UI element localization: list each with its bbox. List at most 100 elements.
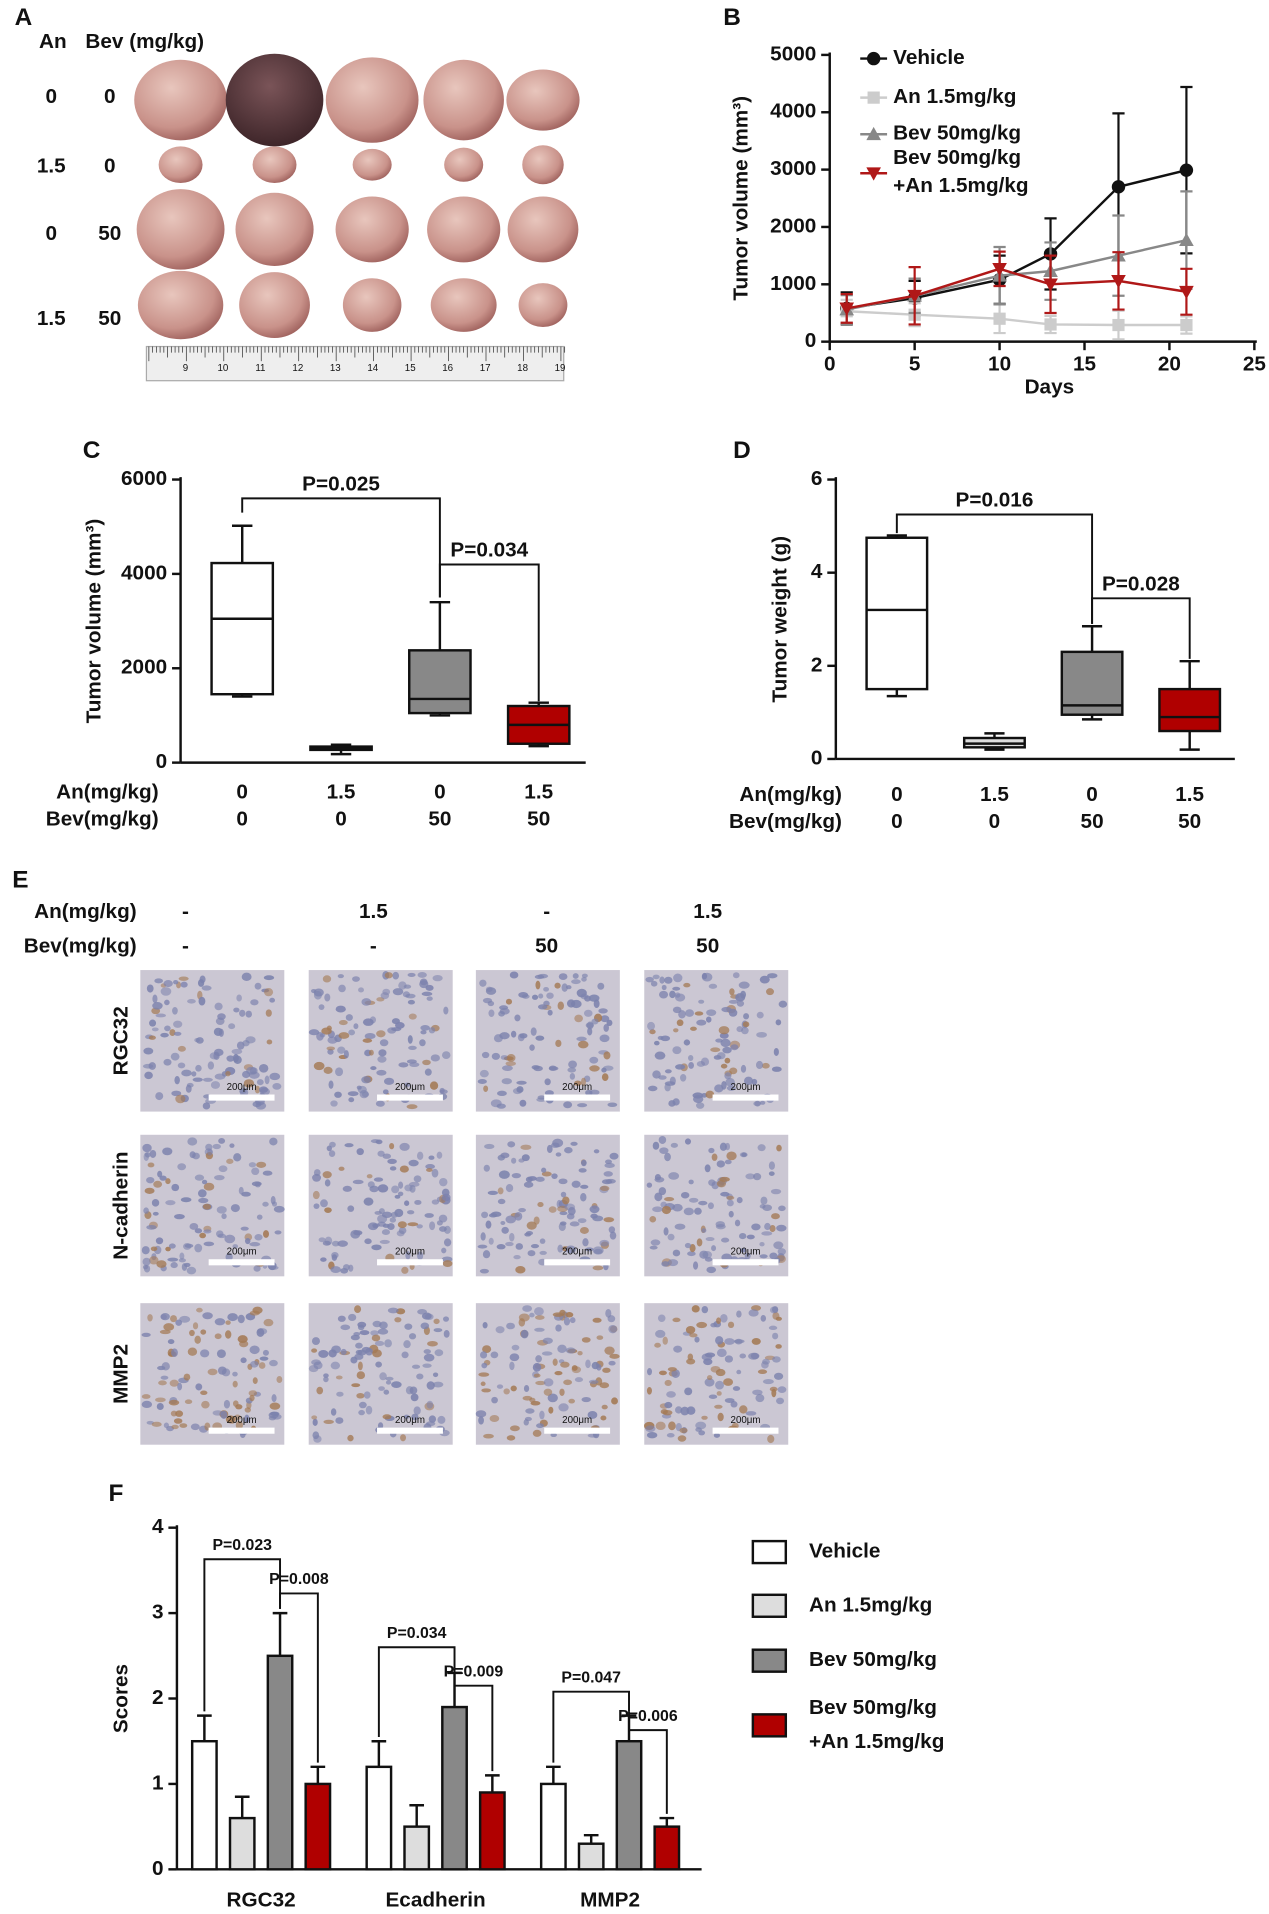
cell bbox=[755, 1394, 765, 1403]
cell bbox=[352, 976, 360, 982]
cell bbox=[672, 1203, 683, 1212]
cell bbox=[537, 1202, 544, 1208]
cell bbox=[378, 1049, 387, 1057]
cell bbox=[380, 992, 390, 1000]
cell bbox=[143, 1047, 154, 1055]
tumor bbox=[225, 53, 324, 147]
tumor bbox=[430, 278, 497, 332]
cell bbox=[505, 1061, 516, 1066]
cell bbox=[434, 1349, 444, 1357]
row-label: 50 bbox=[98, 307, 121, 330]
cell bbox=[263, 975, 275, 981]
cell bbox=[202, 1102, 211, 1110]
cell bbox=[194, 1335, 201, 1344]
x-tick-label: 25 bbox=[1243, 352, 1266, 375]
cell bbox=[652, 974, 660, 980]
cell bbox=[356, 1148, 364, 1156]
cell bbox=[675, 1064, 686, 1070]
cell bbox=[374, 1210, 382, 1215]
cell bbox=[214, 1174, 225, 1181]
cell bbox=[753, 1172, 762, 1181]
cell bbox=[338, 1020, 348, 1026]
cell bbox=[505, 998, 513, 1005]
tumor bbox=[518, 283, 568, 328]
cell bbox=[716, 1160, 726, 1168]
cell bbox=[689, 1333, 698, 1338]
cell bbox=[514, 1212, 523, 1221]
cell bbox=[409, 1185, 416, 1193]
cell bbox=[589, 1065, 600, 1072]
cell bbox=[721, 1080, 727, 1090]
marker bbox=[1111, 180, 1126, 194]
cell bbox=[351, 1383, 361, 1388]
cell bbox=[555, 1152, 562, 1157]
cell bbox=[518, 992, 529, 998]
cell bbox=[162, 1147, 173, 1156]
tumor bbox=[325, 57, 419, 143]
cell bbox=[548, 1206, 557, 1213]
cell bbox=[716, 1317, 722, 1324]
ruler-label: 14 bbox=[367, 363, 378, 374]
cell bbox=[326, 1145, 332, 1152]
cell bbox=[513, 1255, 521, 1260]
cell bbox=[426, 996, 433, 1001]
cell bbox=[598, 1008, 608, 1014]
cell bbox=[400, 1434, 407, 1442]
cell bbox=[195, 1383, 203, 1391]
cell bbox=[728, 999, 739, 1004]
marker bbox=[1179, 163, 1194, 177]
cell bbox=[551, 1173, 558, 1179]
cell bbox=[432, 1381, 444, 1388]
cell bbox=[401, 1266, 409, 1274]
error-bar bbox=[485, 1774, 500, 1793]
cell bbox=[773, 1372, 784, 1380]
cell bbox=[527, 1176, 538, 1181]
ruler-label: 18 bbox=[517, 363, 528, 374]
cell bbox=[679, 1427, 688, 1434]
legend-swatch bbox=[751, 1648, 788, 1673]
cell bbox=[168, 1399, 180, 1406]
cell bbox=[159, 1175, 167, 1181]
bar bbox=[304, 1782, 332, 1871]
cell bbox=[171, 1090, 182, 1097]
cell bbox=[340, 1348, 347, 1356]
cell bbox=[768, 1325, 778, 1331]
cell bbox=[350, 1229, 361, 1239]
cell bbox=[660, 1409, 668, 1415]
cell bbox=[262, 1349, 269, 1356]
cell bbox=[184, 1399, 193, 1404]
cell bbox=[522, 1305, 533, 1312]
cell bbox=[422, 1059, 431, 1066]
cell bbox=[199, 1232, 207, 1239]
x-tick-label: 0 bbox=[335, 807, 347, 830]
y-tick-label: 6 bbox=[811, 467, 823, 490]
cell bbox=[408, 1045, 417, 1051]
cell bbox=[533, 1373, 541, 1378]
scale-bar-label: 200μm bbox=[731, 1246, 761, 1257]
cell bbox=[543, 1378, 554, 1387]
cell bbox=[396, 1230, 405, 1237]
bracket bbox=[377, 1646, 456, 1737]
cell bbox=[692, 1095, 704, 1104]
cell bbox=[739, 1353, 747, 1359]
x-tick-label: 15 bbox=[1073, 352, 1096, 375]
cell bbox=[739, 1152, 748, 1158]
cell bbox=[479, 1268, 489, 1274]
cell bbox=[559, 1388, 565, 1396]
ruler-label: 11 bbox=[255, 363, 265, 374]
cell bbox=[233, 1007, 240, 1013]
y-tick-label: 0 bbox=[811, 746, 823, 769]
cell bbox=[532, 1429, 542, 1437]
cell bbox=[521, 1154, 530, 1162]
cell bbox=[331, 1240, 340, 1247]
cell bbox=[217, 1013, 226, 1020]
cell bbox=[572, 973, 579, 979]
cell bbox=[584, 1247, 594, 1252]
cell bbox=[256, 1214, 263, 1220]
cell bbox=[564, 1203, 576, 1211]
cell bbox=[358, 987, 364, 993]
cell bbox=[249, 1394, 255, 1402]
scale-bar-label: 200μm bbox=[395, 1415, 425, 1426]
cell bbox=[724, 1355, 734, 1363]
cell bbox=[700, 1057, 710, 1066]
